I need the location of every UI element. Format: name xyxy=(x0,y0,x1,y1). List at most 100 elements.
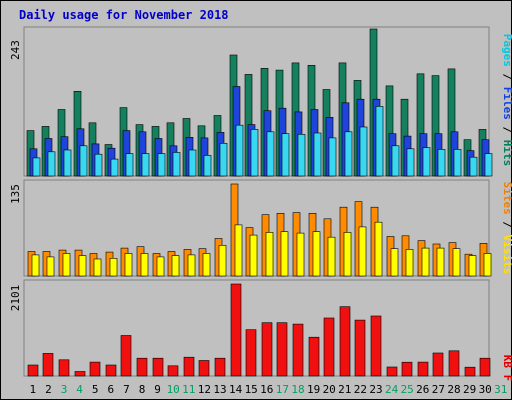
bar-pages-day-7 xyxy=(125,153,134,177)
x-tick-label-17: 17 xyxy=(276,383,289,396)
bar-pages-day-6 xyxy=(110,158,119,177)
ylabel-bottom: KB F xyxy=(501,355,512,382)
x-tick-label-7: 7 xyxy=(123,383,130,396)
bar-kbytes-day-4 xyxy=(74,371,86,377)
bar-pages-day-22 xyxy=(359,126,368,177)
bar-pages-day-14 xyxy=(235,124,244,177)
bar-kbytes-day-3 xyxy=(58,359,70,377)
bar-kbytes-day-28 xyxy=(448,350,460,377)
bar-pages-day-30 xyxy=(484,153,493,177)
bar-pages-day-16 xyxy=(266,131,275,177)
bar-kbytes-day-26 xyxy=(417,361,429,377)
bar-pages-day-19 xyxy=(313,132,322,177)
bar-pages-day-8 xyxy=(141,153,150,177)
ylabel-top-sep-1: / xyxy=(501,67,512,87)
bar-visits-day-26 xyxy=(421,247,430,277)
bar-pages-day-20 xyxy=(328,137,337,177)
bar-visits-day-6 xyxy=(109,257,118,277)
bar-kbytes-day-19 xyxy=(308,336,320,377)
bar-pages-day-3 xyxy=(63,149,72,177)
x-tick-labels: 1 2 3 4 5 6 7 8 9 10 11 12 13 14 15 16 17 18 19 20 21 22 23 24 2… xyxy=(29,383,507,396)
x-tick-label-24: 24 xyxy=(385,383,399,396)
x-tick-label-8: 8 xyxy=(139,383,146,396)
bars-sites-visits xyxy=(27,183,492,277)
bar-kbytes-day-16 xyxy=(261,322,273,377)
bars-kbytes xyxy=(27,283,491,377)
x-tick-label-27: 27 xyxy=(432,383,445,396)
bar-pages-day-28 xyxy=(453,149,462,177)
bar-visits-day-3 xyxy=(62,253,71,277)
bar-visits-day-4 xyxy=(78,255,87,277)
bar-kbytes-day-17 xyxy=(276,322,288,377)
bar-visits-day-1 xyxy=(31,254,40,277)
bar-visits-day-30 xyxy=(483,253,492,277)
bar-pages-day-25 xyxy=(406,148,415,177)
bar-kbytes-day-9 xyxy=(152,357,164,377)
bar-kbytes-day-25 xyxy=(401,361,413,377)
x-tick-label-15: 15 xyxy=(245,383,258,396)
bar-pages-day-1 xyxy=(32,157,41,177)
ylabel-top: Pages / Files / Hits xyxy=(501,34,512,167)
panel-kbytes: 2101 KB F xyxy=(9,279,512,382)
bar-pages-day-23 xyxy=(375,106,384,177)
bar-pages-day-15 xyxy=(250,129,259,177)
bar-visits-day-2 xyxy=(46,256,55,277)
x-tick-label-20: 20 xyxy=(323,383,336,396)
bar-visits-day-12 xyxy=(202,253,211,277)
bar-pages-day-11 xyxy=(188,149,197,177)
x-tick-label-18: 18 xyxy=(291,383,304,396)
x-tick-label-2: 2 xyxy=(45,383,52,396)
x-tick-label-3: 3 xyxy=(61,383,68,396)
x-tick-label-16: 16 xyxy=(260,383,273,396)
bar-visits-day-29 xyxy=(468,255,477,277)
x-tick-label-14: 14 xyxy=(229,383,243,396)
ylabel-middle-sep: / xyxy=(501,215,512,235)
bar-kbytes-day-6 xyxy=(105,364,117,377)
x-tick-label-11: 11 xyxy=(182,383,195,396)
bar-pages-day-29 xyxy=(469,156,478,177)
bar-visits-day-23 xyxy=(374,221,383,277)
x-tick-label-9: 9 xyxy=(154,383,161,396)
bar-visits-day-7 xyxy=(124,253,133,277)
bar-pages-day-13 xyxy=(219,143,228,177)
bar-pages-day-4 xyxy=(79,145,88,177)
x-tick-label-28: 28 xyxy=(447,383,460,396)
bar-kbytes-day-29 xyxy=(464,366,476,377)
max-label-bottom: 2101 xyxy=(9,285,22,312)
bar-kbytes-day-13 xyxy=(214,357,226,377)
x-tick-label-10: 10 xyxy=(167,383,180,396)
panel-sites-visits: 135 Sites / Visits xyxy=(9,179,512,277)
ylabel-top-part-hits: Hits xyxy=(501,140,512,167)
bar-kbytes-day-1 xyxy=(27,364,39,377)
x-tick-label-1: 1 xyxy=(29,383,36,396)
bar-kbytes-day-21 xyxy=(339,306,351,377)
bar-kbytes-day-24 xyxy=(386,366,398,377)
bar-pages-day-9 xyxy=(157,153,166,177)
bar-kbytes-day-22 xyxy=(354,319,366,377)
ylabel-top-part-files: Files xyxy=(501,87,512,120)
bar-visits-day-13 xyxy=(218,245,227,277)
bar-kbytes-day-18 xyxy=(292,323,304,377)
bar-visits-day-27 xyxy=(436,247,445,277)
bar-visits-day-14 xyxy=(234,224,243,277)
x-tick-label-21: 21 xyxy=(338,383,351,396)
bar-kbytes-day-27 xyxy=(432,352,444,377)
bar-visits-day-25 xyxy=(405,249,414,277)
bar-visits-day-24 xyxy=(390,248,399,277)
bar-visits-day-20 xyxy=(327,236,336,277)
bar-kbytes-day-10 xyxy=(167,365,179,377)
bar-visits-day-21 xyxy=(343,232,352,277)
bar-pages-day-24 xyxy=(391,145,400,177)
x-tick-label-13: 13 xyxy=(213,383,226,396)
chart-title: Daily usage for November 2018 xyxy=(19,8,229,22)
x-tick-label-12: 12 xyxy=(198,383,211,396)
bar-pages-day-27 xyxy=(437,149,446,177)
ylabel-middle: Sites / Visits xyxy=(501,182,512,275)
bar-visits-day-16 xyxy=(265,232,274,277)
bar-pages-day-26 xyxy=(422,147,431,177)
ylabel-bottom-part-kb: KB F xyxy=(501,355,512,382)
bar-visits-day-18 xyxy=(296,232,305,277)
bar-pages-day-10 xyxy=(172,152,181,177)
ylabel-top-sep-2: / xyxy=(501,120,512,140)
